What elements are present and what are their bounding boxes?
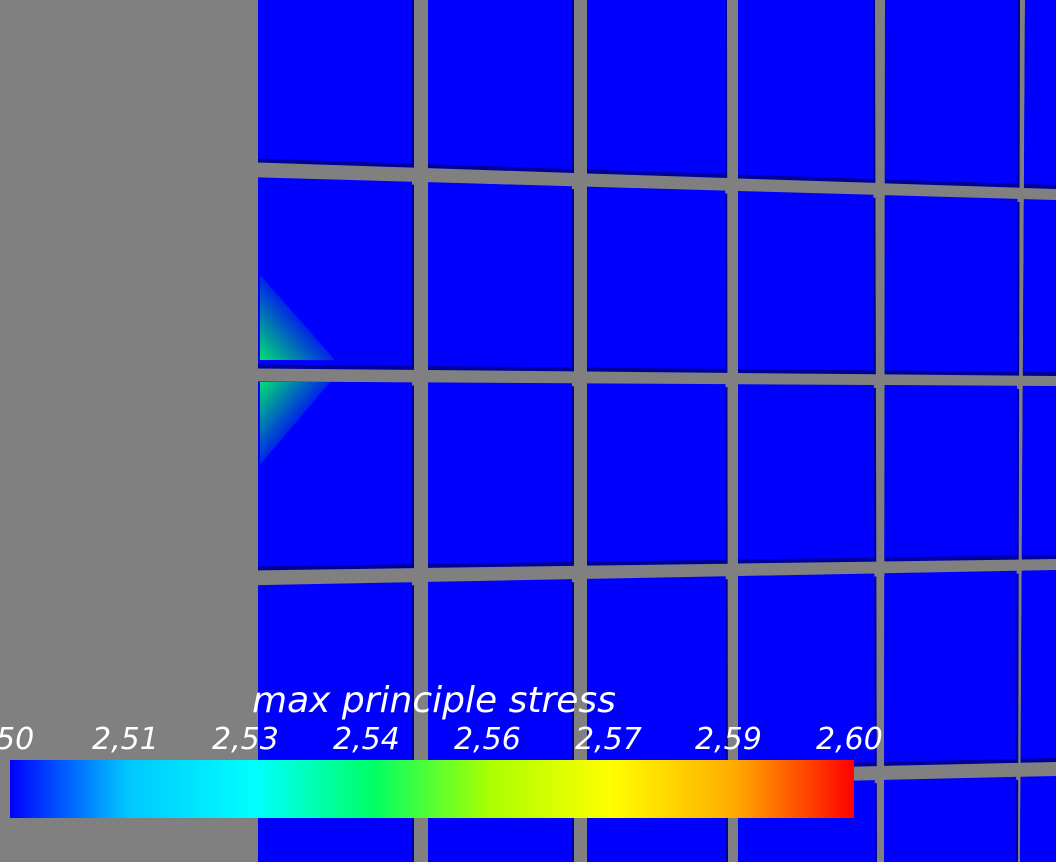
mesh-cell — [587, 383, 726, 562]
mesh-cell — [738, 0, 874, 179]
mesh-cell — [1022, 199, 1056, 373]
mesh-cell — [738, 573, 875, 766]
mesh-cell — [587, 0, 726, 175]
stress-hotspot-lower — [260, 382, 330, 465]
mesh-cell — [884, 570, 1017, 762]
mesh-cell — [1020, 775, 1056, 862]
mesh-cell — [738, 384, 875, 560]
mesh-cell — [884, 385, 1018, 558]
stress-hotspot-upper — [260, 275, 335, 360]
mesh-cell — [258, 381, 412, 567]
mesh-cell — [1023, 0, 1056, 186]
mesh-cell — [1021, 385, 1056, 556]
mesh-cell — [587, 186, 726, 369]
mesh-cell — [738, 190, 874, 371]
mesh-cell — [587, 576, 726, 769]
mesh-cells — [258, 0, 1056, 862]
mesh-cell — [258, 582, 412, 777]
mesh-cell — [428, 382, 572, 564]
mesh-cell — [428, 0, 572, 169]
mesh-cell — [258, 0, 412, 164]
mesh-cell — [738, 780, 876, 862]
mesh-cell — [884, 0, 1018, 184]
mesh-cell — [428, 787, 572, 862]
mesh-cell — [1020, 569, 1056, 759]
mesh-cell — [587, 783, 726, 862]
mesh-cell — [428, 182, 572, 368]
mesh-cell — [258, 790, 412, 862]
mesh-cell — [884, 195, 1018, 372]
mesh-cell — [428, 579, 572, 773]
mesh-cell — [884, 776, 1017, 862]
